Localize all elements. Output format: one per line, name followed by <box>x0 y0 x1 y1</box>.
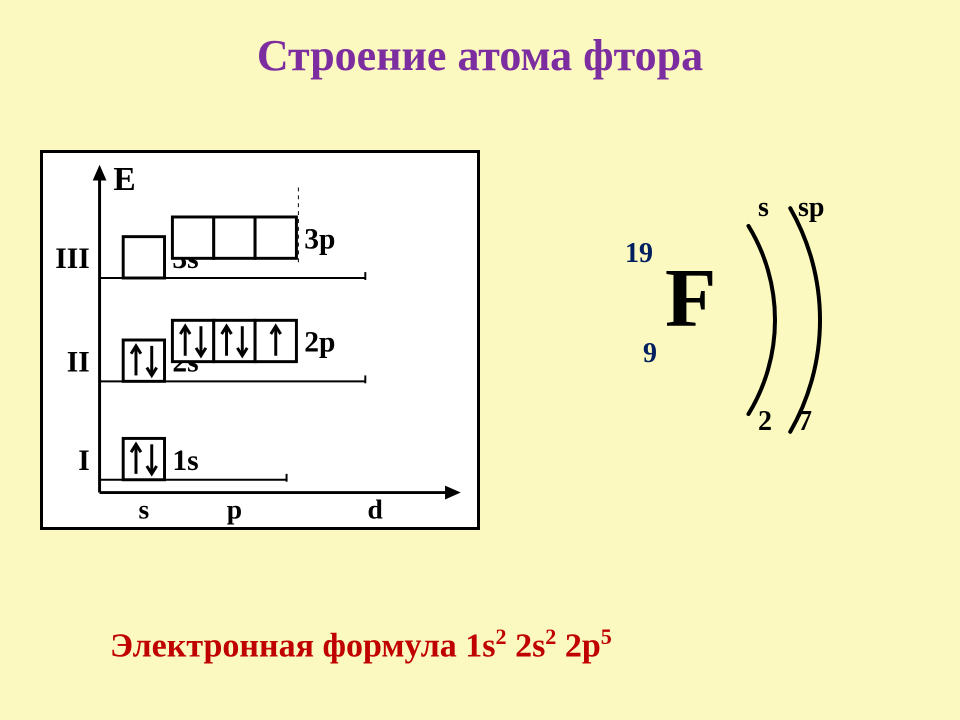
formula-s1: 2 <box>545 624 556 649</box>
slide: Строение атома фтора EI1sII2s2pIII3s3psp… <box>0 0 960 720</box>
svg-text:III: III <box>55 243 89 275</box>
element-symbol: F <box>665 250 716 347</box>
page-title: Строение атома фтора <box>0 0 960 81</box>
svg-text:II: II <box>67 346 90 378</box>
atomic-number: 9 <box>643 338 657 370</box>
formula-s0: 2 <box>496 624 507 649</box>
svg-text:I: I <box>78 445 89 477</box>
atom-structure: 19 F 9 s sp 2 7 <box>540 180 900 500</box>
electron-formula: Электронная формула 1s2 2s2 2p5 <box>110 624 612 665</box>
formula-t2: 2p <box>565 627 601 664</box>
mass-number: 19 <box>625 238 653 270</box>
shell1-count: 2 <box>758 406 772 438</box>
formula-prefix: Электронная формула <box>110 627 465 664</box>
formula-s2: 5 <box>601 624 612 649</box>
svg-text:E: E <box>113 161 135 198</box>
energy-diagram: EI1sII2s2pIII3s3pspd <box>40 150 480 530</box>
svg-text:p: p <box>227 494 242 525</box>
shell1-label: s <box>758 192 769 224</box>
energy-svg: EI1sII2s2pIII3s3pspd <box>43 153 477 527</box>
svg-text:d: d <box>367 494 383 525</box>
svg-text:3p: 3p <box>304 223 335 255</box>
shell2-count: 7 <box>798 406 812 438</box>
shell2-label: sp <box>798 192 824 224</box>
svg-text:1s: 1s <box>172 445 198 477</box>
formula-t1: 2s <box>515 627 545 664</box>
svg-text:s: s <box>138 494 149 525</box>
formula-t0: 1s <box>465 627 495 664</box>
atom-shells-svg <box>540 180 900 500</box>
svg-text:2p: 2p <box>304 327 335 359</box>
